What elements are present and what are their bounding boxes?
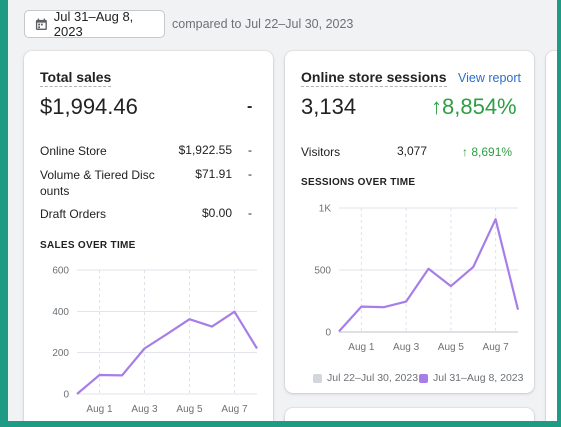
date-range-label: Jul 31–Aug 8, 2023 [53,9,134,39]
sessions-title[interactable]: Online store sessions [301,69,447,87]
sessions-over-time-chart: 0 500 1K Aug 1 Aug 3 Aug 5 Aug 7 [314,204,520,353]
x-tick-label: Aug 7 [221,404,248,415]
total-sales-title[interactable]: Total sales [40,69,112,87]
right-card-stub [546,51,557,421]
sessions-change: ↑8,854% [431,94,517,119]
y-tick-label: 500 [314,266,331,277]
breakdown-label-draft-orders: Draft Orders [40,207,107,221]
total-sales-card: Total sales $1,994.46 - Online Store $1,… [24,51,273,421]
y-tick-label: 0 [325,328,331,339]
legend-previous: Jul 22–Jul 30, 2023 [313,372,418,384]
y-tick-label: 600 [52,266,69,277]
next-card-stub [285,408,534,421]
breakdown-change-draft-orders: - [248,206,252,220]
arrow-up-icon: ↑ [462,145,468,159]
sales-over-time-chart: 0 200 400 600 Aug 1 Aug 3 Aug 5 Aug 7 [52,266,258,415]
sales-chart-title: SALES OVER TIME [40,240,136,251]
breakdown-value-volume-discounts: $71.91 [195,167,232,181]
series-line [76,310,258,395]
x-tick-label: Aug 5 [438,342,465,353]
sessions-card: Online store sessions View report 3,134 … [285,51,534,393]
breakdown-label-online-store: Online Store [40,144,107,158]
breakdown-change-online-store: - [248,143,252,157]
x-tick-label: Aug 5 [176,404,203,415]
view-report-link[interactable]: View report [458,71,521,85]
y-tick-label: 400 [52,307,69,318]
breakdown-change-volume-discounts: - [248,167,252,181]
x-tick-label: Aug 3 [131,404,158,415]
date-range-button[interactable]: Jul 31–Aug 8, 2023 [24,9,165,39]
x-tick-label: Aug 1 [86,404,113,415]
visitors-change: ↑ 8,691% [462,145,513,159]
x-tick-label: Aug 3 [393,342,420,353]
x-tick-label: Aug 7 [483,342,510,353]
legend-current: Jul 31–Aug 8, 2023 [419,372,524,384]
y-tick-label: 200 [52,348,69,359]
arrow-up-icon: ↑ [431,94,442,119]
compare-text: compared to Jul 22–Jul 30, 2023 [172,17,354,31]
legend-previous-swatch [313,373,322,383]
calendar-icon [35,18,47,30]
total-sales-change: - [247,98,253,115]
series-line [338,218,520,333]
legend-current-swatch [419,373,428,383]
breakdown-value-draft-orders: $0.00 [201,206,232,220]
visitors-label: Visitors [301,145,341,159]
visitors-value: 3,077 [397,144,428,158]
sessions-chart-title: SESSIONS OVER TIME [301,177,416,188]
breakdown-label-volume-discounts: Volume & Tiered Disc ounts [40,168,155,198]
breakdown-value-online-store: $1,922.55 [178,143,232,157]
sessions-value: 3,134 [301,94,357,119]
analytics-frame: Jul 31–Aug 8, 2023 compared to Jul 22–Ju… [8,0,557,421]
x-tick-label: Aug 1 [348,342,375,353]
y-tick-label: 1K [319,204,332,215]
total-sales-value: $1,994.46 [40,94,138,119]
y-tick-label: 0 [63,390,69,401]
